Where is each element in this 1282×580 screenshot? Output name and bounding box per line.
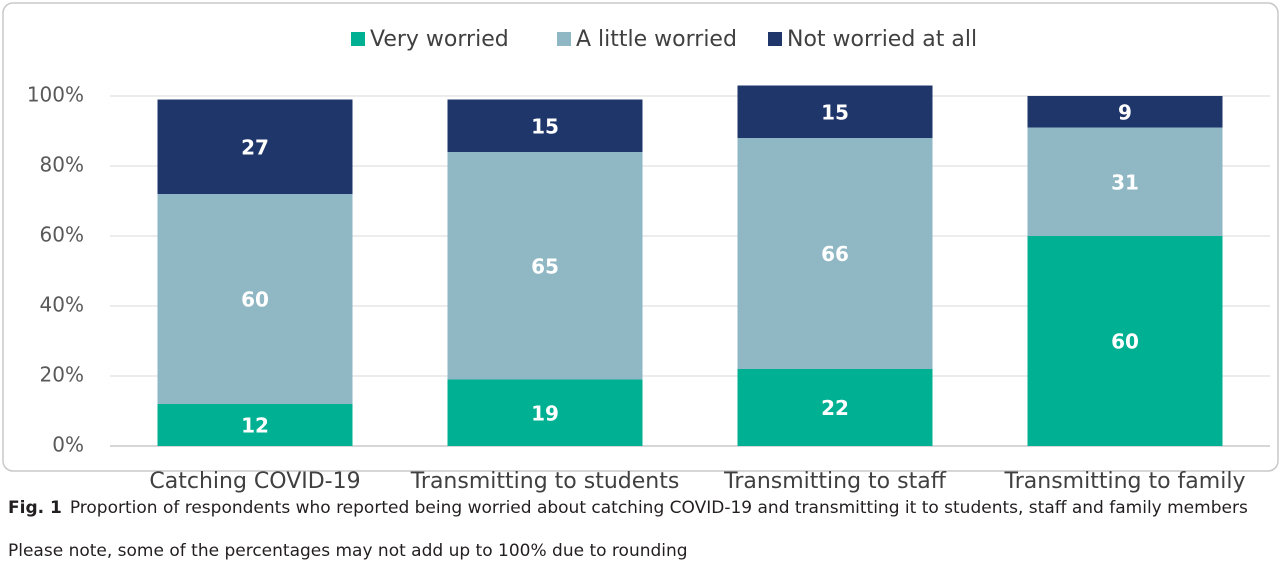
- x-tick-label: Catching COVID-19: [149, 469, 360, 494]
- legend-swatch: [768, 32, 782, 46]
- legend-label: Not worried at all: [787, 27, 977, 52]
- x-tick-label: Transmitting to students: [410, 469, 680, 494]
- data-label: 12: [241, 414, 269, 438]
- bar-segment: [157, 99, 353, 194]
- bar-segment: [447, 152, 643, 380]
- bar-segment: [1027, 236, 1223, 446]
- frame: [2, 2, 1279, 472]
- legend-swatch: [351, 32, 365, 46]
- data-label: 65: [531, 254, 559, 278]
- bar-segment: [447, 379, 643, 446]
- caption: Fig. 1 Proportion of respondents who repo…: [8, 498, 1248, 518]
- data-label: 22: [821, 396, 849, 420]
- bar-segment: [737, 85, 933, 138]
- data-label: 60: [241, 288, 269, 312]
- bar-segment: [737, 138, 933, 369]
- bar-segment: [1027, 127, 1223, 236]
- data-label: 9: [1118, 100, 1132, 124]
- data-label: 15: [821, 100, 849, 124]
- note: Please note, some of the percentages may…: [8, 541, 688, 561]
- legend-swatch: [557, 32, 571, 46]
- data-label: 19: [531, 401, 559, 425]
- bar-segment: [157, 194, 353, 404]
- y-tick-label: 100%: [27, 83, 84, 107]
- bar-segment: [1027, 96, 1223, 128]
- bar-segment: [157, 404, 353, 446]
- caption-text: Proportion of respondents who reported b…: [70, 498, 1248, 518]
- y-tick-label: 40%: [40, 293, 84, 317]
- bar-segment: [737, 369, 933, 446]
- data-label: 66: [821, 242, 849, 266]
- data-label: 60: [1111, 330, 1139, 354]
- data-label: 27: [241, 135, 269, 159]
- y-tick-label: 60%: [40, 223, 84, 247]
- bar-segment: [447, 99, 643, 152]
- x-tick-label: Transmitting to staff: [723, 469, 947, 494]
- y-tick-label: 20%: [40, 363, 84, 387]
- legend-label: Very worried: [370, 27, 509, 52]
- x-tick-label: Transmitting to family: [1004, 469, 1246, 494]
- y-tick-label: 80%: [40, 153, 84, 177]
- y-tick-label: 0%: [52, 433, 84, 457]
- data-label: 31: [1111, 170, 1139, 194]
- caption-label: Fig. 1: [8, 498, 62, 518]
- legend-label: A little worried: [576, 27, 737, 52]
- data-label: 15: [531, 114, 559, 138]
